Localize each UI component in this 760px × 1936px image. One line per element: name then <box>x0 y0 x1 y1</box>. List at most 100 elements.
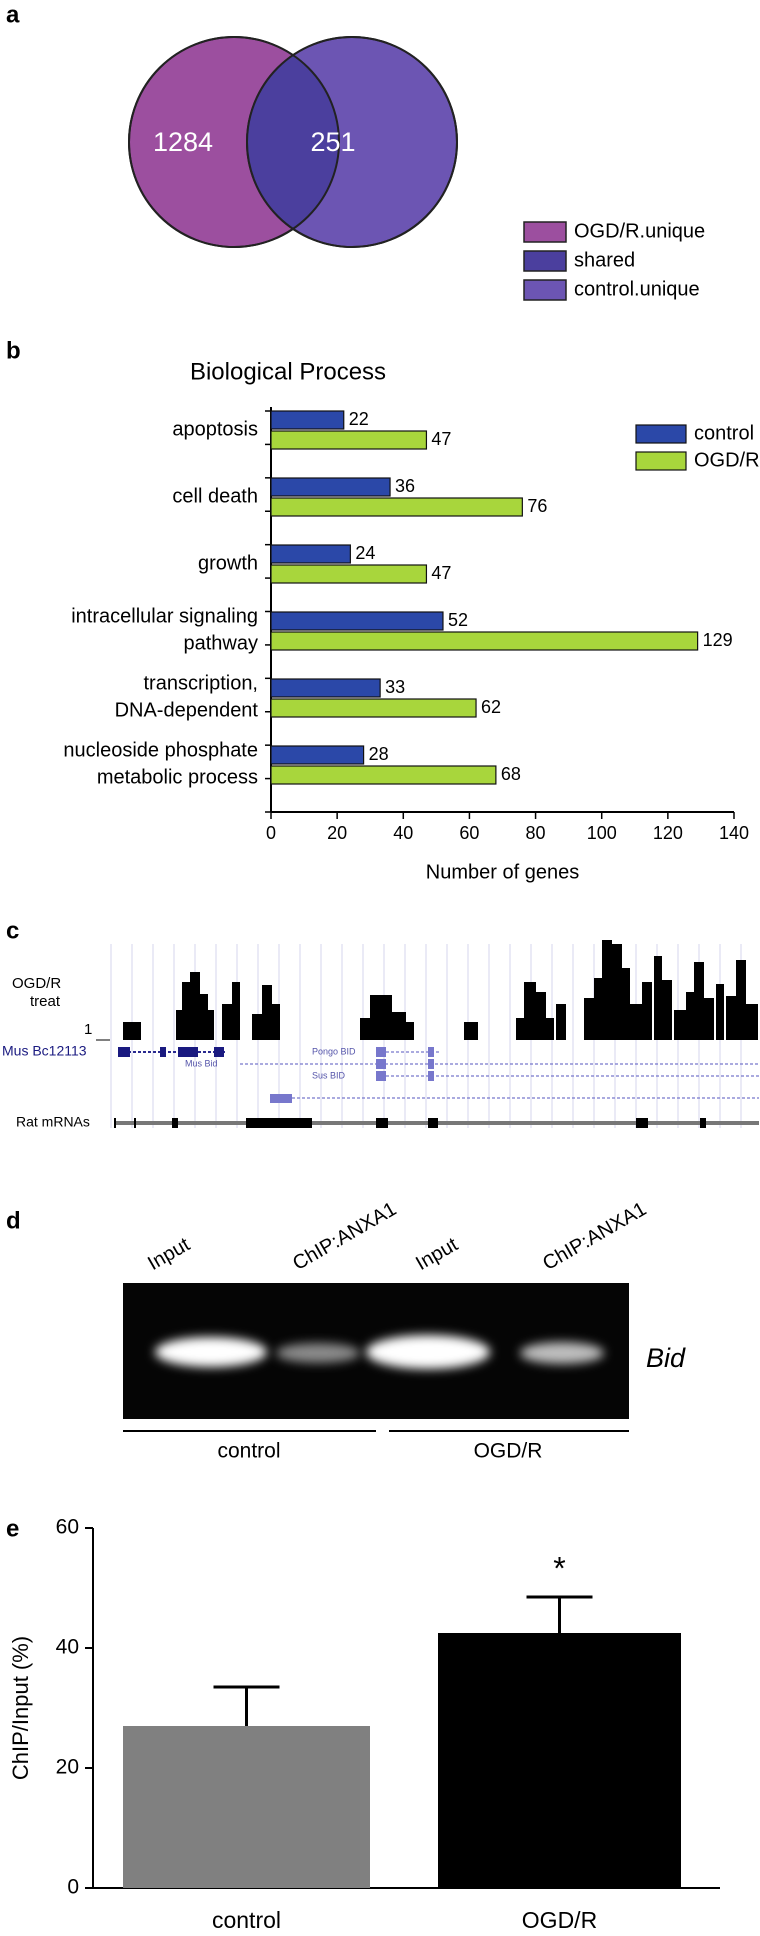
track-label: treat <box>30 993 61 1010</box>
value-label: 1284 <box>153 127 213 157</box>
value-label: 22 <box>349 409 369 429</box>
coverage-peak <box>654 956 662 1040</box>
coverage-peak <box>594 978 602 1040</box>
category-label: intracellular signaling pathway <box>71 606 258 655</box>
coverage-peak <box>546 1018 554 1040</box>
panel-label: c <box>6 917 19 944</box>
value-label: 68 <box>501 764 521 784</box>
value-label: 62 <box>481 697 501 717</box>
lane-label: Input <box>144 1233 194 1275</box>
bar <box>270 544 351 564</box>
x-tick-label: OGD/R <box>522 1907 597 1933</box>
track-label: OGD/R <box>12 975 61 992</box>
gene-label: Rat mRNAs <box>16 1114 90 1130</box>
y-tick-label: 20 <box>56 1756 79 1779</box>
gel-band <box>520 1342 604 1364</box>
gel <box>123 1283 629 1432</box>
isoform-label: Mus Bid <box>185 1058 218 1068</box>
exon <box>376 1047 386 1057</box>
coverage-peak <box>642 982 652 1040</box>
coverage-peak <box>686 992 694 1040</box>
value-label: 76 <box>527 496 547 516</box>
panel-label: e <box>6 1515 19 1542</box>
y-axis-label: ChIP/Input (%) <box>8 1636 33 1780</box>
bar <box>270 631 699 651</box>
coverage-peak <box>262 985 272 1040</box>
legend-swatch <box>523 279 567 301</box>
exon <box>428 1071 434 1081</box>
coverage-peak <box>272 1004 280 1040</box>
exon <box>178 1047 198 1057</box>
coverage-peak <box>746 1004 758 1040</box>
exon <box>118 1047 130 1057</box>
legend-label: OGD/R <box>694 449 760 471</box>
legend-swatch <box>635 451 687 471</box>
x-tick-label: 120 <box>653 823 683 843</box>
group-label: control <box>217 1440 280 1463</box>
exon <box>428 1118 438 1128</box>
legend-label: control <box>694 422 754 444</box>
bar <box>270 477 391 497</box>
legend-swatch <box>523 250 567 272</box>
panel-label: b <box>6 337 21 364</box>
bar <box>270 611 444 631</box>
y-tick-label: 60 <box>56 1516 79 1539</box>
coverage-peak <box>716 984 724 1040</box>
category-label: growth <box>198 552 258 574</box>
gel-band <box>366 1335 490 1369</box>
coverage-peak <box>704 998 714 1040</box>
legend-swatch <box>523 221 567 243</box>
exon <box>134 1118 136 1128</box>
coverage-peak <box>360 1018 370 1040</box>
category-label: apoptosis <box>172 418 258 440</box>
legend-label: OGD/R.unique <box>574 220 705 242</box>
coverage-peak <box>694 962 704 1040</box>
venn-outline <box>246 36 458 248</box>
lane-label: ChIP:ANXA1 <box>539 1198 650 1275</box>
venn-region <box>247 37 339 247</box>
error-bar <box>213 1685 280 1726</box>
annotation: * <box>553 1550 565 1586</box>
legend-label: shared <box>574 249 635 271</box>
value-label: 36 <box>395 476 415 496</box>
exon <box>700 1118 706 1128</box>
exon <box>114 1118 116 1128</box>
panel-label: d <box>6 1207 21 1234</box>
isoform-label: Sus BID <box>312 1070 346 1080</box>
coverage-peak <box>524 982 536 1040</box>
y-tick-label: 0 <box>67 1876 79 1899</box>
exon <box>428 1047 434 1057</box>
bar <box>270 430 428 450</box>
bar <box>270 410 345 430</box>
coverage-peak <box>190 972 200 1040</box>
exon <box>160 1047 166 1057</box>
x-tick-label: 140 <box>719 823 749 843</box>
coverage-peak <box>516 1018 524 1040</box>
coverage-peak <box>370 995 382 1040</box>
exon <box>246 1118 312 1128</box>
coverage-peak <box>612 944 622 1040</box>
coverage-peak <box>726 996 736 1040</box>
category-label: cell death <box>172 485 258 507</box>
group-label: OGD/R <box>474 1440 543 1463</box>
value-label: 47 <box>431 429 451 449</box>
coverage-peak <box>182 982 190 1040</box>
y-tick-label: 40 <box>56 1636 79 1659</box>
coverage-peak <box>200 994 208 1040</box>
bar <box>438 1633 681 1888</box>
lane-label: Input <box>412 1233 462 1275</box>
value-label: 622 <box>477 127 522 157</box>
target-label: Bid <box>646 1343 686 1373</box>
gene-label: Mus Bc12113 <box>2 1043 87 1059</box>
gel-band <box>276 1343 360 1363</box>
venn-outline <box>128 36 340 248</box>
scale-label: 1 <box>84 1021 92 1038</box>
coverage-peak <box>602 940 612 1040</box>
x-tick-label: control <box>212 1907 281 1933</box>
coverage-peak <box>123 1022 141 1040</box>
exon <box>376 1071 386 1081</box>
bar <box>270 678 381 698</box>
value-label: 129 <box>703 630 733 650</box>
coverage-peak <box>392 1012 406 1040</box>
